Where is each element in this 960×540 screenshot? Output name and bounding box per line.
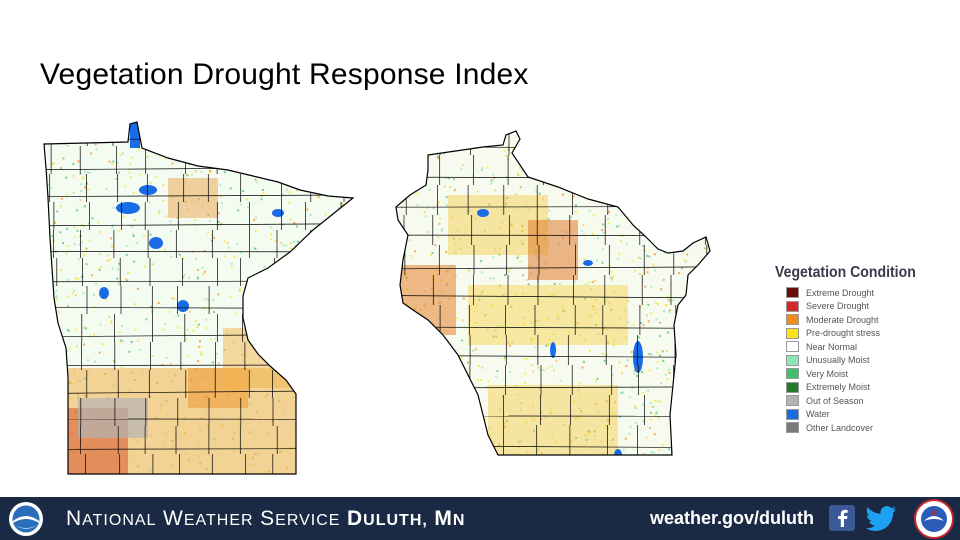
legend-label: Unusually Moist xyxy=(806,355,870,366)
legend-item: Unusually Moist xyxy=(775,354,955,368)
page-title: Vegetation Drought Response Index xyxy=(40,58,529,91)
wisconsin-fill xyxy=(396,131,710,455)
legend-item: Extremely Moist xyxy=(775,381,955,395)
legend-swatch xyxy=(786,395,799,407)
legend-swatch xyxy=(786,300,799,312)
legend-swatch xyxy=(786,287,799,299)
legend-item: Very Moist xyxy=(775,367,955,381)
nws-office: DULUTH, MN xyxy=(346,507,466,530)
facebook-icon[interactable] xyxy=(829,505,855,531)
legend-label: Moderate Drought xyxy=(806,314,879,325)
legend-swatch xyxy=(786,381,799,393)
legend-label: Severe Drought xyxy=(806,301,870,312)
legend-label: Other Landcover xyxy=(806,422,874,433)
website-url[interactable]: weather.gov/duluth xyxy=(650,508,815,528)
legend-item: Near Normal xyxy=(775,340,955,354)
legend-item: Pre-drought stress xyxy=(775,327,955,341)
legend-swatch xyxy=(786,368,799,380)
footer-bar: NATIONAL WEATHER SERVICE DULUTH, MN weat… xyxy=(0,497,960,540)
legend-swatch xyxy=(786,354,799,366)
nws-office-name: NATIONAL WEATHER SERVICE DULUTH, MN xyxy=(66,507,465,531)
legend-items: Extreme Drought Severe Drought Moderate Dr… xyxy=(775,286,955,435)
minnesota-map xyxy=(43,121,354,475)
nws-logo-icon xyxy=(914,499,954,539)
legend-label: Water xyxy=(806,409,830,420)
legend-swatch xyxy=(786,422,799,434)
minnesota-fill xyxy=(44,122,353,474)
legend-swatch xyxy=(786,341,799,353)
legend-swatch xyxy=(786,408,799,420)
legend: Vegetation Condition Extreme Drought Seve… xyxy=(775,264,955,435)
legend-label: Out of Season xyxy=(806,395,864,406)
legend-label: Near Normal xyxy=(806,341,858,352)
legend-label: Pre-drought stress xyxy=(806,328,881,339)
legend-label: Very Moist xyxy=(806,368,849,379)
legend-label: Extremely Moist xyxy=(806,382,871,393)
legend-item: Other Landcover xyxy=(775,421,955,435)
nws-org-name: NATIONAL WEATHER SERVICE xyxy=(66,507,341,530)
legend-item: Severe Drought xyxy=(775,300,955,314)
legend-item: Extreme Drought xyxy=(775,286,955,300)
legend-label: Extreme Drought xyxy=(806,287,875,298)
legend-swatch xyxy=(786,314,799,326)
noaa-logo-icon xyxy=(9,502,43,536)
legend-item: Water xyxy=(775,408,955,422)
legend-swatch xyxy=(786,327,799,339)
legend-item: Out of Season xyxy=(775,394,955,408)
wisconsin-map xyxy=(395,130,711,456)
legend-item: Moderate Drought xyxy=(775,313,955,327)
legend-title: Vegetation Condition xyxy=(775,264,916,281)
twitter-icon[interactable] xyxy=(866,505,896,531)
